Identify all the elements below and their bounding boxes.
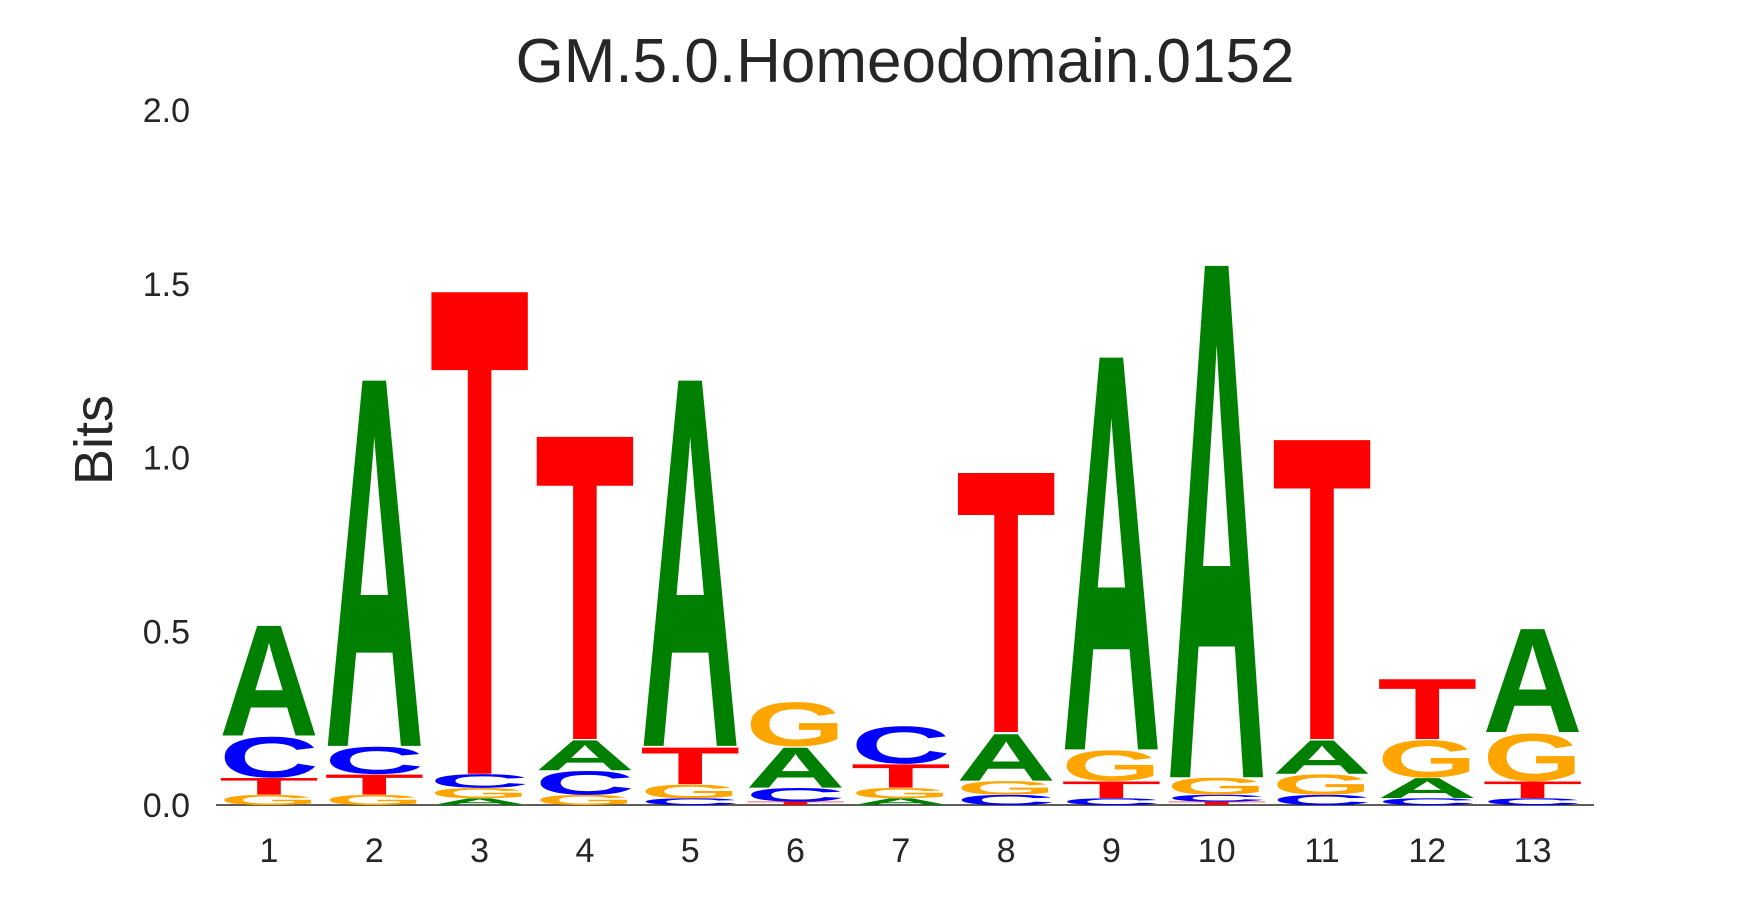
- logo-letter-T: T: [1167, 801, 1267, 806]
- logo-letter-A: A: [1061, 234, 1161, 870]
- logo-letter-C: C: [1167, 793, 1267, 804]
- logo-letter-C: C: [430, 770, 530, 791]
- y-tick-label: 1.5: [143, 266, 190, 304]
- x-tick-label: 6: [786, 832, 805, 870]
- x-tick-label: 12: [1408, 832, 1446, 870]
- x-tick-label: 11: [1304, 832, 1339, 870]
- y-tick-label: 2.0: [143, 92, 190, 130]
- y-tick-label: 1.0: [143, 440, 190, 478]
- x-axis-ticks: 1 2 3 4 5 6 7 8 9 10 11 12 13: [260, 832, 1552, 870]
- logo-letter-A: A: [1377, 772, 1477, 804]
- logo-letter-G: G: [1377, 729, 1477, 788]
- logo-letter-A: A: [430, 796, 530, 807]
- logo-letter-G: G: [1483, 719, 1583, 795]
- x-tick-label: 10: [1198, 832, 1236, 870]
- logo-letter-A: A: [746, 736, 846, 800]
- logo-letter-G: G: [535, 792, 635, 808]
- x-tick-label: 13: [1514, 832, 1552, 870]
- chart-title: GM.5.0.Homeodomain.0152: [516, 27, 1295, 96]
- y-tick-label: 0.0: [143, 787, 190, 825]
- logo-letter-A: A: [219, 591, 319, 769]
- logo-letter-T: T: [640, 736, 740, 795]
- logo-letter-C: C: [851, 716, 951, 775]
- logo-letter-G: G: [640, 781, 740, 802]
- logo-letter-A: A: [1167, 106, 1267, 900]
- logo-letter-T: T: [324, 768, 424, 800]
- logo-letter-C: C: [746, 784, 846, 805]
- logo-letter-T: T: [1377, 660, 1477, 757]
- logo-letter-T: T: [1272, 346, 1372, 832]
- logo-letter-A: A: [324, 267, 424, 860]
- logo-letter-T: T: [1483, 776, 1583, 803]
- logo-letter-T: T: [956, 391, 1056, 813]
- y-tick-label: 0.5: [143, 613, 190, 651]
- logo-letter-A: A: [535, 731, 635, 780]
- logo-letter-T: T: [1061, 776, 1161, 803]
- x-tick-label: 5: [681, 832, 700, 870]
- logo-letter-G: G: [1167, 773, 1267, 800]
- logo-letter-A: A: [1483, 597, 1583, 764]
- logo-letter-C: C: [640, 796, 740, 807]
- x-tick-label: 9: [1102, 832, 1121, 870]
- logo-letter-T: T: [219, 773, 319, 800]
- logo-letter-G: G: [324, 792, 424, 808]
- logo-letter-A: A: [956, 720, 1056, 796]
- logo-letter-A: A: [851, 796, 951, 807]
- logo-letter-C: C: [219, 725, 319, 789]
- logo-letter-T: T: [535, 343, 635, 833]
- x-tick-label: 3: [470, 832, 489, 870]
- logo-letter-C: C: [956, 792, 1056, 808]
- y-axis-label: Bits: [64, 395, 124, 485]
- x-tick-label: 8: [997, 832, 1016, 870]
- x-tick-label: 7: [891, 832, 910, 870]
- logo-letter-T: T: [746, 801, 846, 806]
- logo-letter-A: A: [640, 267, 740, 860]
- logo-letter-C: C: [324, 739, 424, 782]
- logo-letter-C: C: [1483, 796, 1583, 807]
- logo-letter-A: A: [1272, 730, 1372, 784]
- logo-letter-G: G: [746, 689, 846, 759]
- logo-letter-G: G: [1272, 768, 1372, 800]
- logo-letter-T: T: [430, 140, 530, 900]
- logo-letter-G: G: [1061, 742, 1161, 790]
- logo-letter-T: T: [851, 757, 951, 795]
- logo-letter-C: C: [1272, 792, 1372, 808]
- logo-letter-C: C: [1377, 796, 1477, 807]
- x-tick-label: 1: [260, 832, 279, 870]
- logo-letter-C: C: [535, 764, 635, 802]
- logo-letter-G: G: [219, 792, 319, 808]
- logo-letter-G: G: [956, 777, 1056, 798]
- x-tick-label: 4: [575, 832, 594, 870]
- x-tick-label: 2: [365, 832, 384, 870]
- logo-letter-G: G: [430, 785, 530, 801]
- y-axis-ticks: 0.0 0.5 1.0 1.5 2.0: [143, 92, 190, 825]
- logo-letter-G: G: [851, 785, 951, 801]
- logo-letter-C: C: [1061, 796, 1161, 807]
